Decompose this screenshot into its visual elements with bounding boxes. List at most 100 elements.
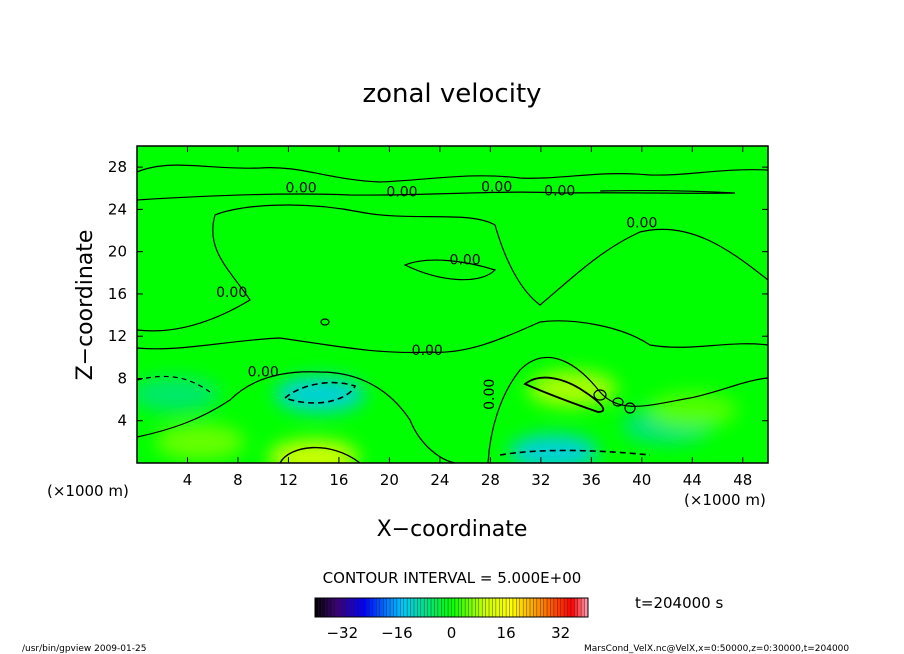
contour-zero-mid [137, 204, 768, 332]
contour-zero-lower [137, 320, 768, 354]
contour-label: 0.00 [248, 364, 279, 380]
colorbar-cell [506, 598, 510, 617]
colorbar-cell [342, 598, 347, 617]
contour-label: 0.00 [626, 215, 657, 231]
colorbar-cell [574, 598, 579, 617]
colorbar-tick-label: −16 [381, 624, 413, 642]
colorbar-cell [352, 598, 357, 617]
colorbar-cell [581, 598, 585, 617]
y-axis-label: Z−coordinate [73, 230, 98, 381]
colorbar-cell [407, 598, 411, 617]
colorbar-cell [536, 598, 541, 617]
contour-label: 0.00 [482, 379, 498, 410]
x-tick-label: 24 [430, 471, 449, 489]
y-tick-label: 4 [117, 412, 127, 430]
colorbar-cell [577, 598, 582, 617]
x-tick-label: 4 [183, 471, 193, 489]
contour-positive-right [523, 376, 605, 413]
colorbar-cell [540, 598, 544, 617]
contour-label: 0.00 [450, 252, 481, 268]
x-axis: 4 8 12 16 20 24 28 32 36 40 44 48 [183, 146, 752, 489]
colorbar-ticks: −32 −16 0 16 32 [326, 624, 570, 642]
colorbar-tick-label: 16 [497, 624, 516, 642]
colorbar-tick-label: 32 [551, 624, 570, 642]
contour-label: 0.00 [481, 179, 512, 195]
footer-left: /usr/bin/gpview 2009-01-25 [22, 644, 146, 654]
field-maximum [268, 439, 359, 463]
time-text: t=204000 s [635, 594, 723, 612]
field-minimum [508, 434, 599, 463]
x-tick-label: 28 [481, 471, 500, 489]
plot-frame [136, 145, 769, 464]
colorbar-cell [315, 598, 319, 617]
colorbar-cell [495, 598, 500, 617]
colorbar-cell [359, 598, 364, 617]
colorbar-cell [338, 598, 343, 617]
y-tick-label: 12 [108, 327, 127, 345]
colorbar-cell [444, 598, 449, 617]
colorbar-tick-label: −32 [326, 624, 358, 642]
colorbar-cell [431, 598, 435, 617]
colorbar-cell [492, 598, 497, 617]
x-tick-label: 20 [380, 471, 399, 489]
field-minimum [137, 376, 220, 413]
field-maximum [527, 371, 618, 408]
contour-zero-upper [137, 164, 768, 183]
x-tick-label: 32 [531, 471, 550, 489]
colorbar-cell [321, 598, 326, 617]
colorbar-cell [376, 598, 381, 617]
y-axis: 4 8 12 16 20 24 28 [108, 158, 768, 430]
colorbar-cell [424, 598, 428, 617]
colorbar-cell [434, 598, 439, 617]
contour-negative-left [283, 381, 357, 404]
colorbar-cell [584, 598, 589, 617]
colorbar-cell [437, 598, 442, 617]
x-axis-label: X−coordinate [377, 517, 528, 542]
colorbar-cell [332, 598, 336, 617]
y-tick-label: 20 [108, 243, 127, 261]
colorbar-cell [325, 598, 329, 617]
contour-negative-bottom [499, 449, 651, 456]
colorbar-cell [403, 598, 408, 617]
y-tick-label: 28 [108, 158, 127, 176]
colorbar-cell [441, 598, 445, 617]
colorbar-cell [410, 598, 415, 617]
colorbar-cell [523, 598, 527, 617]
colorbar-cell [335, 598, 340, 617]
colorbar-cell [396, 598, 401, 617]
colorbar-cell [519, 598, 524, 617]
colorbar-cell [512, 598, 517, 617]
contour-zero-trough [403, 259, 497, 281]
colorbar-cell [413, 598, 418, 617]
contour-label: 0.00 [285, 180, 316, 196]
colorbar-cell [564, 598, 568, 617]
colorbar-cell [529, 598, 534, 617]
x-tick-label: 16 [329, 471, 348, 489]
colorbar-cell [516, 598, 521, 617]
colorbar-cell [417, 598, 422, 617]
colorbar-cell [386, 598, 391, 617]
x-unit-right: (×1000 m) [684, 491, 766, 509]
footer-right: MarsCond_VelX.nc@VelX,x=0:50000,z=0:3000… [584, 644, 849, 654]
colorbar-cell [454, 598, 459, 617]
colorbar-cell [533, 598, 538, 617]
colorbar-cell [570, 598, 575, 617]
colorbar-cell [400, 598, 405, 617]
colorbar-cell [355, 598, 360, 617]
colorbar-cell [373, 598, 377, 617]
colorbar-cell [560, 598, 565, 617]
colorbar-cell [379, 598, 384, 617]
colorbar-cell [567, 598, 572, 617]
x-tick-label: 36 [582, 471, 601, 489]
colorbar-cell [485, 598, 490, 617]
colorbar-cell [451, 598, 456, 617]
colorbar-cell [489, 598, 493, 617]
contour-mid-right [487, 356, 768, 463]
field-minimum [274, 376, 365, 413]
colorbar-cell [468, 598, 473, 617]
colorbar-cell [475, 598, 480, 617]
colorbar-cell [328, 598, 333, 617]
colorbar-cell [526, 598, 531, 617]
contour-label: 0.00 [544, 184, 575, 200]
